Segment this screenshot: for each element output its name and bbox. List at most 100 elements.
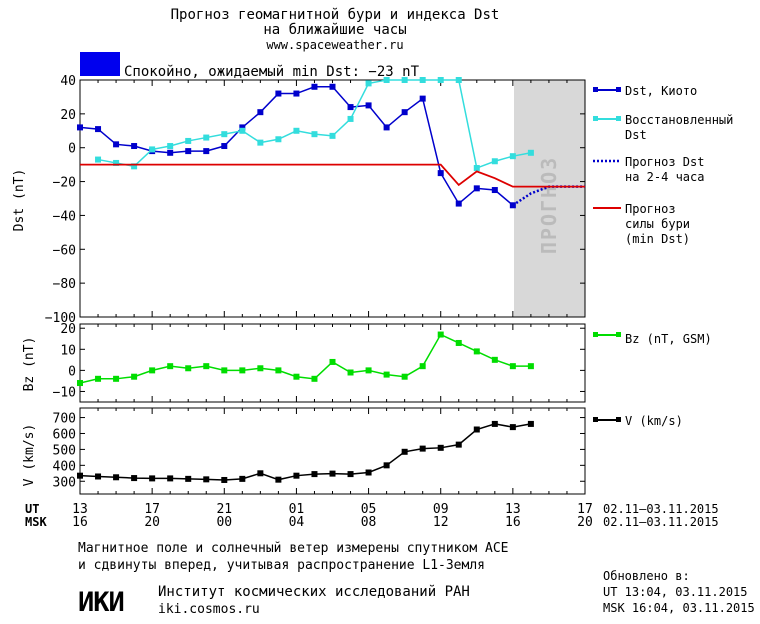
- solar-wind-v-point: [113, 474, 120, 481]
- dst-restored-point: [365, 80, 372, 87]
- dst-restored-point: [149, 146, 156, 153]
- v-y-label: V (km/s): [22, 424, 37, 487]
- bz-point: [113, 375, 120, 382]
- dst-kyoto-point: [365, 102, 372, 109]
- solar-wind-v-point: [419, 445, 426, 452]
- dst-restored-point: [275, 136, 282, 143]
- dst-kyoto-point: [275, 90, 282, 97]
- legend-forecast-label-2: на 2-4 часа: [625, 170, 704, 184]
- legend-storm-label-2: силы бури: [625, 217, 690, 231]
- y-tick-label: 20: [60, 322, 76, 337]
- dst-kyoto-point: [329, 83, 336, 90]
- dst-restored-point: [293, 127, 300, 134]
- dst-restored-point: [185, 137, 192, 144]
- dst-kyoto-point: [203, 148, 210, 155]
- solar-wind-v-point: [185, 475, 192, 482]
- legend-storm-label-1: Прогноз: [625, 202, 676, 216]
- bz-point: [437, 331, 444, 338]
- ut-date-range: 02.11–03.11.2015: [603, 502, 719, 516]
- msk-tick-label: 04: [289, 515, 305, 530]
- legend-v-label: V (km/s): [625, 414, 683, 428]
- solar-wind-v-point: [131, 475, 138, 482]
- bz-point: [167, 363, 174, 370]
- legend-restored-marker: [616, 116, 621, 121]
- dst-kyoto-point: [383, 124, 390, 131]
- dst-kyoto-point: [95, 126, 102, 133]
- ut-tick-label: 21: [216, 502, 232, 517]
- dst-y-label: Dst (nT): [12, 169, 27, 232]
- solar-wind-v-point: [347, 471, 354, 478]
- ut-tick-label: 13: [505, 502, 521, 517]
- dst-kyoto-point: [311, 83, 318, 90]
- bz-point: [239, 367, 246, 374]
- dst-kyoto-point: [491, 187, 498, 194]
- dst-restored-point: [221, 131, 228, 138]
- site-url: www.spaceweather.ru: [266, 38, 403, 52]
- y-tick-label: −60: [53, 243, 76, 258]
- solar-wind-v-point: [239, 475, 246, 482]
- bz-point: [419, 363, 426, 370]
- dst-restored-point: [239, 127, 246, 134]
- bz-point: [275, 367, 282, 374]
- solar-wind-v-point: [329, 470, 336, 477]
- dst-kyoto-point: [221, 143, 228, 150]
- solar-wind-v-point: [221, 476, 228, 483]
- dst-restored-point: [131, 163, 138, 170]
- bz-point: [383, 371, 390, 378]
- updated-label: Обновлено в:: [603, 569, 690, 583]
- bz-point: [347, 369, 354, 376]
- bz-y-axis: 20 10 0 −10: [53, 322, 586, 402]
- dst-kyoto-point: [185, 148, 192, 155]
- legend-bz-marker: [593, 332, 598, 337]
- ut-tick-label: 09: [433, 502, 449, 517]
- data-note-line-2: и сдвинуты вперед, учитывая распростране…: [78, 558, 485, 573]
- ut-tick-label: 17: [144, 502, 160, 517]
- dst-kyoto-point: [239, 124, 246, 131]
- updated-msk: MSK 16:04, 03.11.2015: [603, 601, 755, 615]
- dst-restored-point: [419, 77, 426, 83]
- dst-kyoto-point: [419, 95, 426, 102]
- msk-tick-label: 16: [505, 515, 521, 530]
- solar-wind-v-point: [149, 475, 156, 482]
- y-tick-label: −20: [53, 176, 76, 191]
- institute-site: iki.cosmos.ru: [158, 602, 260, 617]
- solar-wind-v-point: [257, 470, 264, 477]
- legend-restored-label-2: Dst: [625, 128, 647, 142]
- y-tick-label: 10: [60, 343, 76, 358]
- dst-kyoto-line: [79, 86, 514, 206]
- legend-forecast-label-1: Прогноз Dst: [625, 155, 704, 169]
- dst-restored-point: [347, 115, 354, 122]
- bz-point: [95, 375, 102, 382]
- ut-tick-label: 13: [72, 502, 88, 517]
- title-line-2: на ближайшие часы: [263, 22, 406, 38]
- dst-restored-point: [401, 77, 408, 83]
- solar-wind-v-line: [79, 423, 532, 481]
- solar-wind-v-point: [437, 444, 444, 451]
- dst-kyoto-point: [473, 185, 480, 192]
- updated-ut: UT 13:04, 03.11.2015: [603, 585, 748, 599]
- legend-storm-label-3: (min Dst): [625, 232, 690, 246]
- y-tick-label: 500: [53, 443, 76, 458]
- solar-wind-v-point: [455, 441, 462, 448]
- dst-kyoto-point: [167, 149, 174, 156]
- bz-point: [311, 375, 318, 382]
- y-tick-label: 600: [53, 427, 76, 442]
- legend-restored-marker: [593, 116, 598, 121]
- dst-restored-point: [257, 139, 264, 146]
- dst-kyoto-point: [113, 141, 120, 148]
- legend-v-marker: [593, 417, 598, 422]
- v-plot-frame: [79, 407, 586, 495]
- status-color-box: [80, 52, 120, 76]
- solar-wind-v-point: [95, 473, 102, 480]
- legend-v-marker: [616, 417, 621, 422]
- msk-tick-label: 20: [577, 515, 593, 530]
- v-series: [77, 420, 534, 483]
- msk-axis-prefix: MSK: [25, 515, 47, 529]
- bz-point: [527, 363, 534, 370]
- solar-wind-v-point: [167, 475, 174, 482]
- solar-wind-v-point: [203, 476, 210, 483]
- dst-kyoto-point: [257, 109, 264, 116]
- bz-series: [77, 331, 534, 387]
